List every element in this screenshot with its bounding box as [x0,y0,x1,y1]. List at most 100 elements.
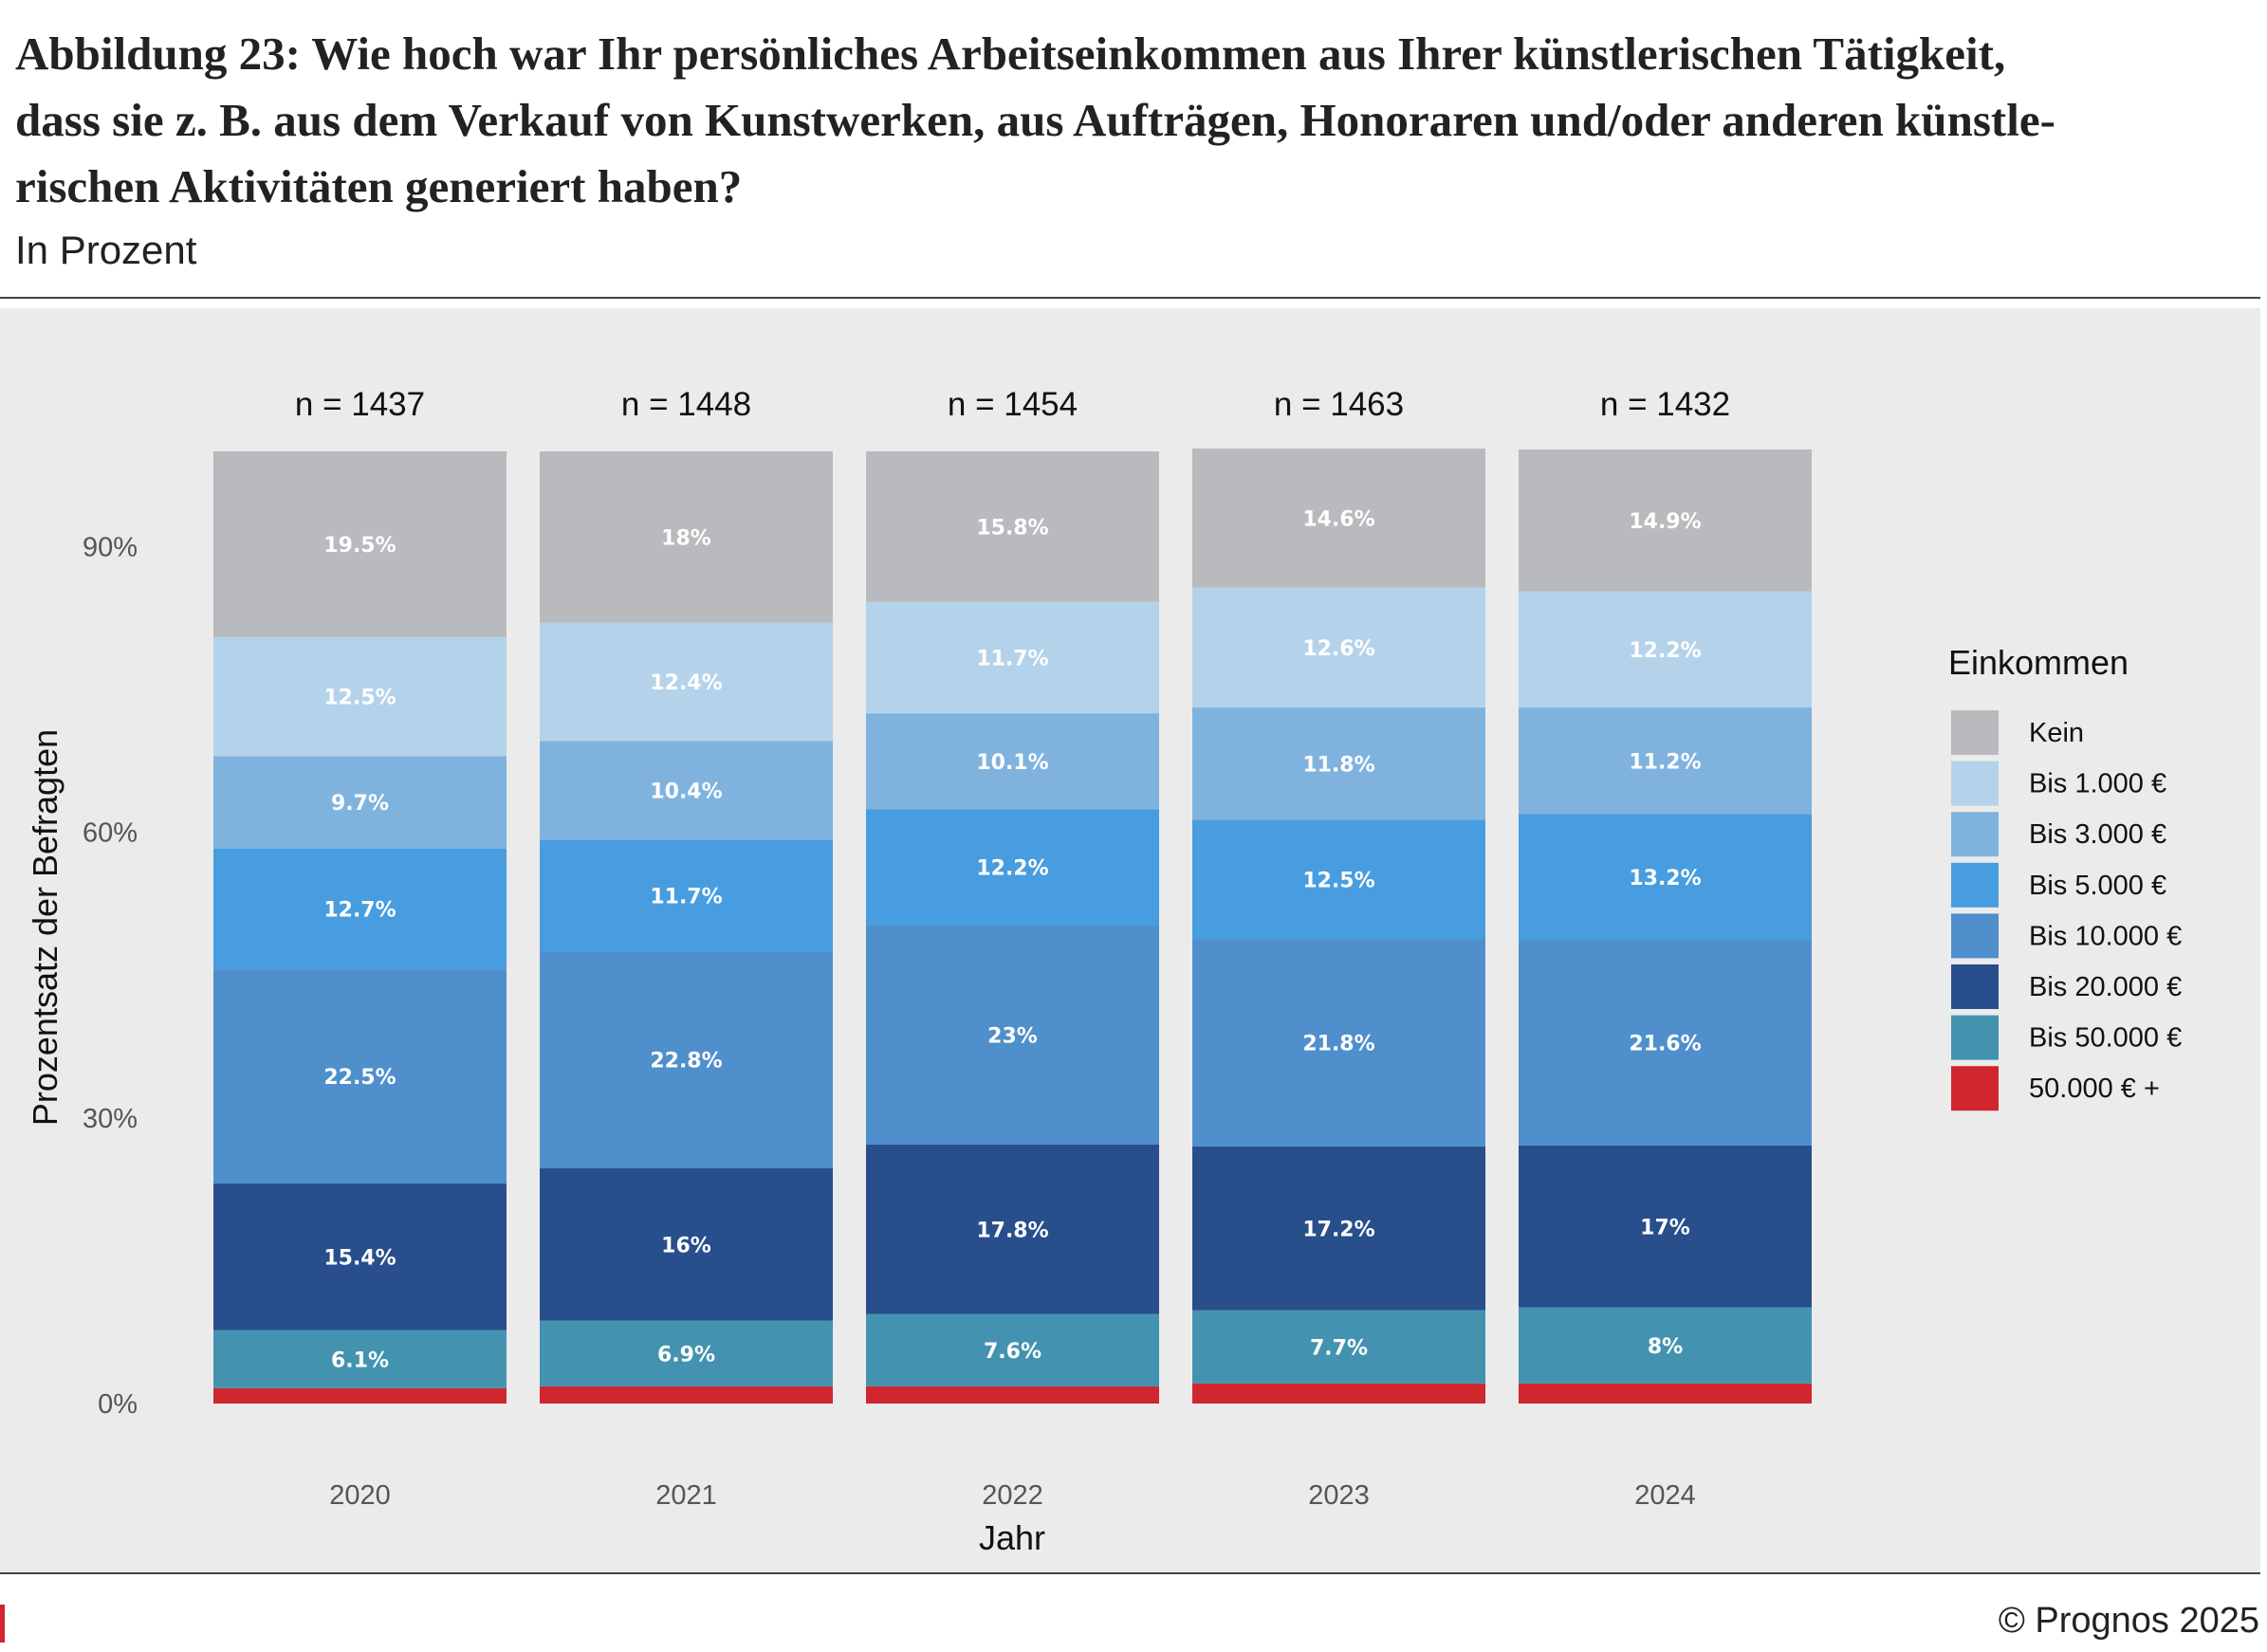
segment-value-label: 11.7% [976,647,1048,670]
bar-segment [1192,819,1485,940]
sample-size-label: n = 1437 [295,386,425,423]
bar-segment [866,1144,1159,1314]
bar-segment [1519,1383,1812,1404]
segment-value-label: 7.6% [984,1340,1041,1364]
bar-segment [1519,1145,1812,1308]
segment-value-label: 12.5% [1302,869,1374,892]
segment-value-label: 10.4% [650,780,722,803]
legend-swatch [1951,710,1999,755]
title-line: Abbildung 23: Wie hoch war Ihr persönlic… [15,28,2006,80]
bar-segment [1192,1146,1485,1311]
segment-value-label: 12.2% [976,857,1048,881]
bar-segment [1192,939,1485,1147]
bar-segment [866,809,1159,926]
sample-size-label: n = 1463 [1274,386,1404,423]
segment-value-label: 17% [1640,1216,1690,1239]
bar-segment [213,636,507,757]
bar-segment [866,925,1159,1145]
legend-label: Bis 1.000 € [2029,769,2166,799]
bar-segment [1192,707,1485,820]
bar-segment [540,1168,833,1321]
segment-value-label: 12.4% [650,671,722,695]
legend-swatch [1951,1066,1999,1111]
bar-segment [540,951,833,1169]
segment-value-label: 15.8% [976,516,1048,540]
chart-panel: 0% 30% 60% 90% Prozentsatz der Befragten 6.1%… [0,308,2260,1572]
copyright-notice: © Prognos 2025 [1998,1601,2259,1641]
segment-value-label: 10.1% [976,751,1048,775]
y-tick-label: 90% [83,532,138,562]
segment-value-label: 11.8% [1302,753,1374,777]
legend-label: Bis 10.000 € [2029,921,2182,951]
legend-swatch [1951,761,1999,806]
bar-segment [540,839,833,952]
bar-segment [1519,1307,1812,1384]
bar-segment [540,1320,833,1386]
legend-label: Bis 20.000 € [2029,972,2182,1002]
segment-value-label: 14.6% [1302,507,1374,531]
segment-value-label: 9.7% [331,792,389,816]
bar-segment [1192,448,1485,588]
y-tick-label: 60% [83,818,138,849]
sample-size-label: n = 1448 [621,386,751,423]
footer-accent-mark [0,1605,5,1643]
bar-segment [213,1387,507,1404]
legend-title: Einkommen [1948,643,2129,682]
figure-title: Abbildung 23: Wie hoch war Ihr persönlic… [15,21,2235,220]
segment-value-label: 18% [661,526,711,550]
legend-label: Kein [2029,718,2084,748]
segment-value-label: 17.8% [976,1219,1048,1242]
segment-value-label: 12.2% [1629,639,1701,663]
segment-value-label: 22.5% [323,1066,396,1090]
segment-value-label: 14.9% [1629,510,1701,534]
legend-swatch [1951,1015,1999,1060]
bar-segment [540,741,833,840]
segment-value-label: 21.6% [1629,1032,1701,1055]
segment-value-label: 19.5% [323,534,396,558]
segment-value-label: 17.2% [1302,1218,1374,1241]
y-axis-title: Prozentsatz der Befragten [26,729,65,1126]
x-tick-label: 2022 [982,1480,1043,1511]
top-divider [0,297,2260,299]
bar-segment [213,451,507,637]
x-tick-label: 2021 [655,1480,717,1511]
segment-value-label: 6.9% [657,1343,715,1367]
stacked-bar-chart: 0% 30% 60% 90% Prozentsatz der Befragten 6.1%… [26,386,2182,1557]
segment-value-label: 23% [987,1024,1038,1048]
bar-segment [866,601,1159,714]
figure-subtitle: In Prozent [15,228,197,272]
bar-segment [213,1330,507,1388]
bar-segment [1519,814,1812,941]
bar-segment [1519,591,1812,708]
bar-segment [1192,1383,1485,1404]
segment-value-label: 11.2% [1629,750,1701,774]
legend-swatch [1951,862,1999,908]
legend-label: Bis 50.000 € [2029,1023,2182,1054]
title-line: rischen Aktivitäten generiert haben? [15,160,743,212]
y-tick-label: 0% [98,1389,138,1420]
x-tick-label: 2024 [1634,1480,1696,1511]
legend-swatch [1951,964,1999,1009]
legend-label: Bis 5.000 € [2029,871,2166,901]
segment-value-label: 8% [1648,1335,1683,1359]
bar-segment [1192,587,1485,708]
bar-segment [213,756,507,849]
bar-segment [540,451,833,623]
bar-segment [866,1386,1159,1404]
segment-value-label: 21.8% [1302,1032,1374,1055]
legend-swatch [1951,913,1999,959]
bar-segment [1192,1310,1485,1384]
bar-segment [213,1184,507,1331]
segment-value-label: 22.8% [650,1050,722,1074]
sample-size-label: n = 1454 [948,386,1078,423]
segment-value-label: 12.5% [323,687,396,710]
y-tick-label: 30% [83,1104,138,1134]
segment-value-label: 7.7% [1310,1336,1368,1360]
bar-segment [866,451,1159,602]
title-line: dass sie z. B. aus dem Verkauf von Kunst… [15,94,2055,146]
segment-value-label: 13.2% [1629,867,1701,890]
segment-value-label: 6.1% [331,1349,389,1372]
bar-segment [1519,449,1812,592]
bar-segment [540,622,833,742]
bottom-divider [0,1572,2260,1574]
